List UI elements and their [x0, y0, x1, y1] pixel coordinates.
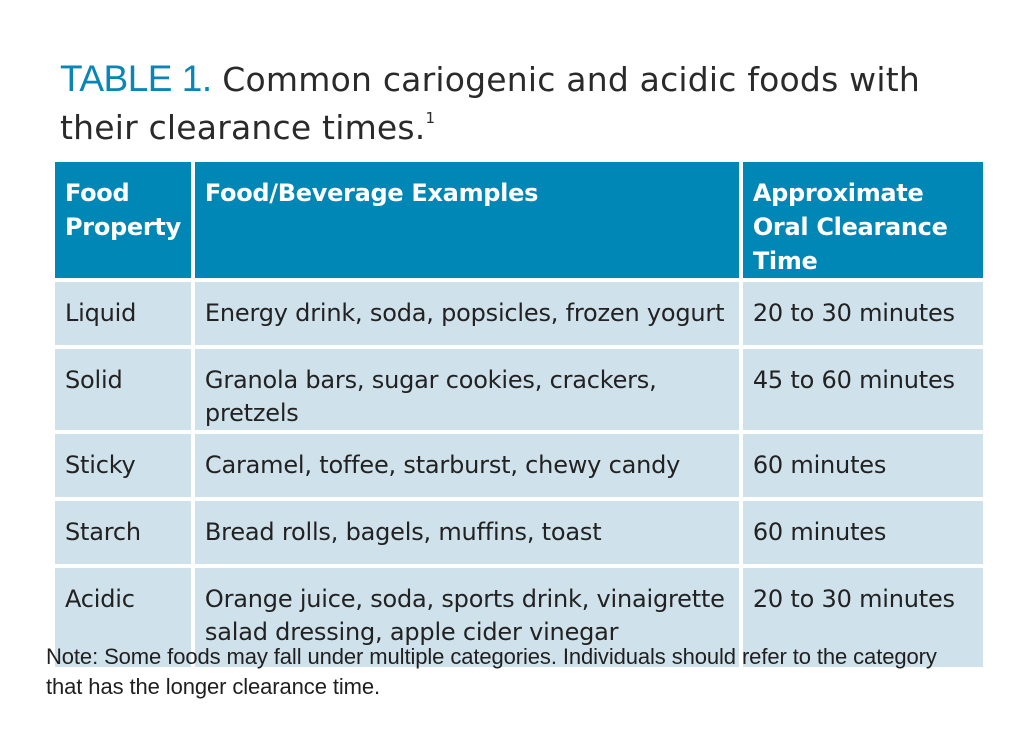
clearance-times-table: Food Property Food/Beverage Examples App… [51, 158, 987, 671]
food-property-cell: Acidic [55, 568, 191, 667]
table-row: Starch Bread rolls, bagels, muffins, toa… [55, 501, 983, 564]
header-food-property: Food Property [55, 162, 191, 278]
clearance-time-cell: 20 to 30 minutes [742, 568, 983, 667]
clearance-time-cell: 20 to 30 minutes [742, 282, 983, 345]
reference-superscript: 1 [425, 109, 436, 127]
caption-text: Common cariogenic and acidic foods with … [60, 60, 920, 147]
food-examples-cell: Orange juice, soda, sports drink, vinaig… [194, 568, 739, 667]
table-label: TABLE 1. [60, 58, 212, 99]
food-property-cell: Solid [55, 349, 191, 430]
clearance-time-cell: 60 minutes [742, 434, 983, 497]
food-property-cell: Liquid [55, 282, 191, 345]
food-examples-cell: Energy drink, soda, popsicles, frozen yo… [194, 282, 739, 345]
clearance-time-cell: 60 minutes [742, 501, 983, 564]
header-food-examples: Food/Beverage Examples [194, 162, 739, 278]
table-note: Note: Some foods may fall under multiple… [46, 644, 937, 699]
clearance-time-cell: 45 to 60 minutes [742, 349, 983, 430]
table-row: Acidic Orange juice, soda, sports drink,… [55, 568, 983, 667]
food-examples-cell: Granola bars, sugar cookies, crackers, p… [194, 349, 739, 430]
food-property-cell: Starch [55, 501, 191, 564]
header-clearance-time: Approximate Oral Clearance Time [742, 162, 983, 278]
food-property-cell: Sticky [55, 434, 191, 497]
table-row: Sticky Caramel, toffee, starburst, chewy… [55, 434, 983, 497]
table-row: Solid Granola bars, sugar cookies, crack… [55, 349, 983, 430]
table-caption: TABLE 1. Common cariogenic and acidic fo… [60, 58, 960, 149]
food-examples-cell: Caramel, toffee, starburst, chewy candy [194, 434, 739, 497]
table-row: Liquid Energy drink, soda, popsicles, fr… [55, 282, 983, 345]
header-row: Food Property Food/Beverage Examples App… [55, 162, 983, 278]
food-examples-cell: Bread rolls, bagels, muffins, toast [194, 501, 739, 564]
